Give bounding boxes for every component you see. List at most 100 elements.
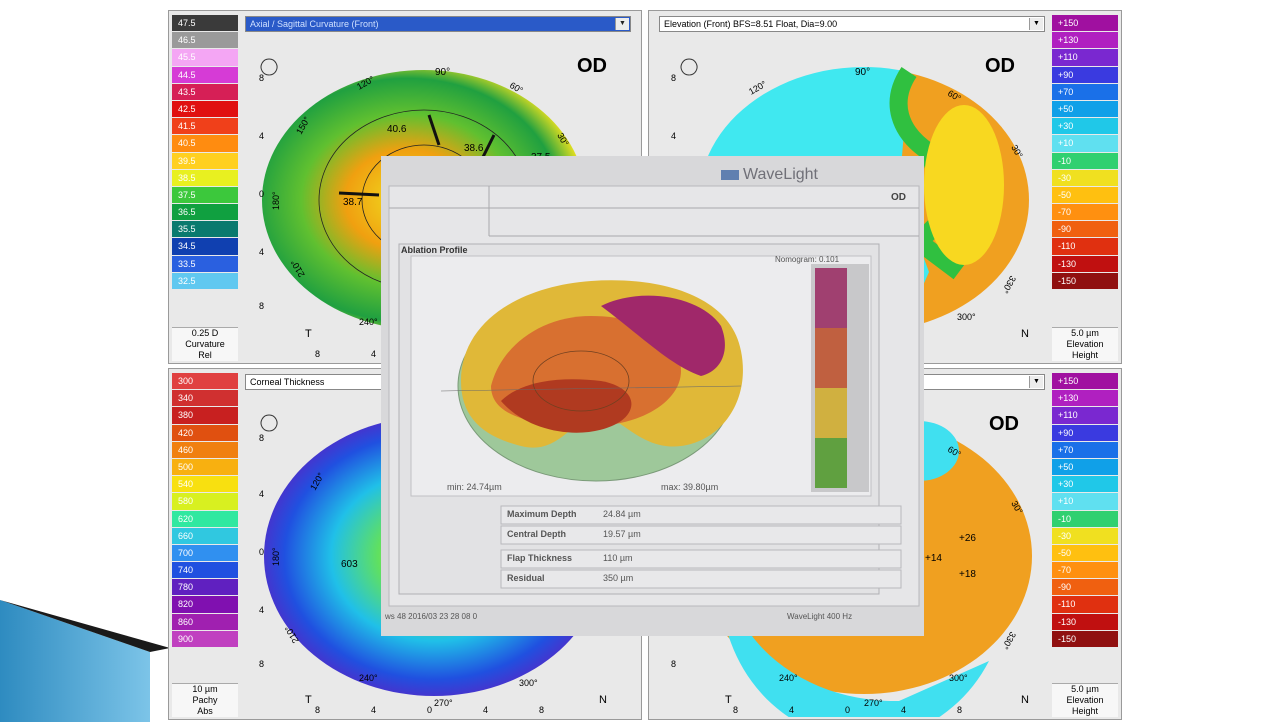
scale-cell: -10 bbox=[1052, 152, 1118, 169]
scale-cell: +70 bbox=[1052, 441, 1118, 458]
scale-cell: 580 bbox=[172, 493, 238, 510]
value-label: 38.6 bbox=[464, 143, 484, 154]
scale-type: Curvature bbox=[185, 339, 225, 349]
scale-cell: 44.5 bbox=[172, 66, 238, 83]
y-tick: 8 bbox=[259, 301, 265, 311]
footer-left-text: ws 48 2016/03 23 28 08 0 bbox=[385, 612, 478, 621]
chevron-down-icon[interactable]: ▼ bbox=[1029, 18, 1043, 30]
scale-step: 0.25 D bbox=[191, 328, 219, 338]
flap-thickness-row-label: Flap Thickness bbox=[507, 553, 573, 563]
value-label: +26 bbox=[959, 533, 976, 544]
min-depth-label: min: 24.74µm bbox=[447, 482, 502, 492]
chevron-down-icon[interactable]: ▼ bbox=[1029, 376, 1043, 388]
central-depth-row-value: 19.57 µm bbox=[603, 529, 641, 539]
scale-cell: -90 bbox=[1052, 579, 1118, 596]
y-tick: 4 bbox=[259, 247, 265, 257]
scale-mode: Height bbox=[1071, 350, 1098, 360]
scale-cell: +50 bbox=[1052, 100, 1118, 118]
scale-cell: +30 bbox=[1052, 476, 1118, 493]
y-tick: 4 bbox=[671, 131, 677, 141]
scale-cell: 35.5 bbox=[172, 221, 238, 238]
nomogram-label: Nomogram: 0.101 bbox=[775, 255, 840, 264]
max-depth-row-label: Maximum Depth bbox=[507, 509, 577, 519]
label-240deg: 240° bbox=[779, 673, 798, 683]
scale-cell: 300 bbox=[172, 373, 238, 390]
y-tick: 4 bbox=[259, 489, 265, 499]
scale-cell: 41.5 bbox=[172, 118, 238, 135]
scale-cell: 740 bbox=[172, 562, 238, 579]
flap-thickness-row-value: 110 µm bbox=[603, 553, 633, 563]
temporal-label: T bbox=[305, 328, 312, 340]
nasal-label: N bbox=[599, 694, 607, 706]
map-type-dropdown[interactable]: Elevation (Front) BFS=8.51 Float, Dia=9.… bbox=[659, 16, 1045, 32]
scale-step: 10 µm bbox=[192, 684, 218, 694]
label-270deg: 270° bbox=[864, 698, 883, 708]
scale-cell: 780 bbox=[172, 579, 238, 596]
label-330deg: 330° bbox=[1000, 274, 1018, 295]
scale-cell: 33.5 bbox=[172, 255, 238, 272]
chevron-down-icon[interactable]: ▼ bbox=[615, 18, 629, 30]
x-tick: 4 bbox=[789, 705, 795, 715]
y-tick: 8 bbox=[259, 433, 265, 443]
x-tick: 0 bbox=[845, 705, 851, 715]
dropdown-value: Corneal Thickness bbox=[250, 377, 325, 387]
scale-cell: 42.5 bbox=[172, 100, 238, 118]
y-tick: 8 bbox=[671, 659, 677, 669]
elevation-scale-footer: 5.0 µm Elevation Height bbox=[1052, 683, 1118, 717]
pachy-scale-footer: 10 µm Pachy Abs bbox=[172, 683, 238, 717]
scale-mode: Abs bbox=[197, 706, 213, 716]
label-240deg: 240° bbox=[359, 317, 378, 327]
pachy-scale: 300 340 380 420 460 500 540 580 620 660 700 740 780 8… bbox=[172, 373, 238, 648]
scale-cell: 620 bbox=[172, 510, 238, 527]
scale-cell: 420 bbox=[172, 424, 238, 441]
scale-cell: 900 bbox=[172, 630, 238, 647]
residual-row-value: 350 µm bbox=[603, 573, 634, 583]
eye-label: OD bbox=[577, 55, 607, 77]
scale-cell: 34.5 bbox=[172, 238, 238, 255]
curvature-scale-footer: 0.25 D Curvature Rel bbox=[172, 327, 238, 361]
map-type-dropdown[interactable]: Axial / Sagittal Curvature (Front) ▼ bbox=[245, 16, 631, 32]
scale-mode: Height bbox=[1071, 706, 1098, 716]
x-tick: 8 bbox=[957, 705, 963, 715]
y-tick: 4 bbox=[259, 131, 265, 141]
value-label: 38.7 bbox=[343, 197, 363, 208]
x-tick: 4 bbox=[901, 705, 907, 715]
slide-accent-shape bbox=[0, 600, 170, 722]
elevation-scale: +150 +130 +110 +90 +70 +50 +30 +10 -10 -30 -50 -70-… bbox=[1052, 373, 1118, 648]
scale-step: 5.0 µm bbox=[1071, 328, 1099, 338]
x-tick: 8 bbox=[315, 705, 321, 715]
label-300deg: 300° bbox=[957, 312, 976, 322]
footer-right-text: WaveLight 400 Hz bbox=[787, 612, 853, 621]
scale-cell: 860 bbox=[172, 613, 238, 630]
nasal-label: N bbox=[1021, 328, 1029, 340]
scale-cell: +90 bbox=[1052, 66, 1118, 83]
dropdown-value: Axial / Sagittal Curvature (Front) bbox=[250, 19, 379, 29]
scale-cell: -70 bbox=[1052, 562, 1118, 579]
x-tick: 8 bbox=[539, 705, 545, 715]
nasal-label: N bbox=[1021, 694, 1029, 706]
scale-cell: +110 bbox=[1052, 49, 1118, 66]
y-tick: 0 bbox=[259, 189, 265, 199]
scale-mode: Rel bbox=[198, 350, 212, 360]
x-tick: 0 bbox=[427, 705, 433, 715]
label-90deg: 90° bbox=[435, 67, 450, 78]
temporal-label: T bbox=[305, 694, 312, 706]
scale-cell: 39.5 bbox=[172, 152, 238, 169]
scale-cell: +110 bbox=[1052, 407, 1118, 424]
value-label: 603 bbox=[341, 559, 358, 570]
scale-step: 5.0 µm bbox=[1071, 684, 1099, 694]
max-depth-row-value: 24.84 µm bbox=[603, 509, 641, 519]
eye-label: OD bbox=[985, 55, 1015, 77]
scale-cell: -130 bbox=[1052, 613, 1118, 630]
brand-logo: WaveLight bbox=[743, 166, 818, 183]
scale-cell: -50 bbox=[1052, 186, 1118, 204]
scale-cell: 47.5 bbox=[172, 15, 238, 32]
x-tick: 8 bbox=[733, 705, 739, 715]
central-depth-row-label: Central Depth bbox=[507, 529, 567, 539]
scale-cell: 540 bbox=[172, 476, 238, 493]
photo-background bbox=[381, 156, 924, 636]
scale-cell: -30 bbox=[1052, 169, 1118, 186]
value-label: 40.6 bbox=[387, 124, 407, 135]
x-tick: 4 bbox=[371, 349, 377, 359]
residual-row-label: Residual bbox=[507, 573, 545, 583]
